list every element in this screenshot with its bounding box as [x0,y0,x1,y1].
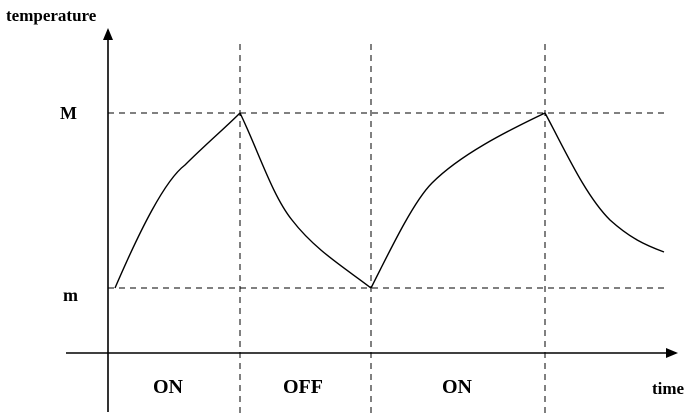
high-level-label: M [60,103,77,123]
temperature-curve [114,111,665,290]
x-axis-label: time [652,379,685,398]
y-axis-label: temperature [6,6,97,25]
phase-label-on-2: ON [442,376,473,398]
phase-label-on-1: ON [153,376,184,398]
phase-label-off: OFF [283,376,323,398]
low-level-label: m [63,285,78,305]
